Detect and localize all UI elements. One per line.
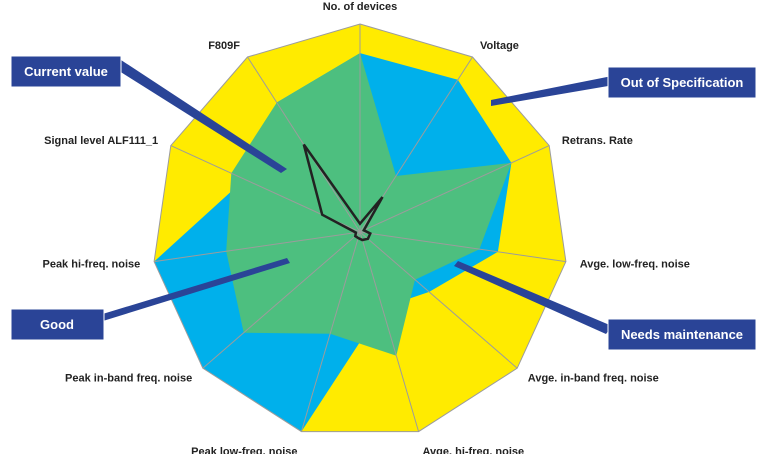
- callout-good: Good: [10, 258, 290, 341]
- grid-spoke-avge-low-freq-noise: [359, 231, 566, 263]
- series-current-value-line: [302, 143, 384, 242]
- axis-labels: No. of devices Voltage Retrans. Rate Avge. …: [42, 1, 689, 454]
- axis-label-peak-in-band-freq-noise: Peak in-band freq. noise: [65, 372, 192, 384]
- axis-label-peak-low-freq-noise: Peak low-freq. noise: [191, 446, 297, 454]
- grid-spoke-peak-low-freq-noise: [300, 231, 361, 432]
- callout-needs-maintenance-arrow: [454, 261, 612, 334]
- axis-label-voltage: Voltage: [480, 40, 519, 52]
- callout-needs-maintenance: Needs maintenance: [454, 261, 757, 351]
- axis-label-avge-hi-freq-noise: Avge. hi-freq. noise: [423, 446, 525, 454]
- zone-good: [226, 53, 512, 356]
- callout-out-of-spec-label: Out of Specification: [621, 75, 744, 90]
- grid-spoke-peak-hi-freq-noise: [154, 231, 361, 263]
- callout-current-value-box: [10, 55, 122, 88]
- grid-spoke-peak-in-band-freq-noise: [202, 231, 361, 369]
- grid-spoke-avge-in-band-freq-noise: [359, 231, 518, 369]
- callout-needs-maintenance-label: Needs maintenance: [621, 327, 743, 342]
- axis-label-peak-hi-freq-noise: Peak hi-freq. noise: [42, 259, 140, 271]
- callout-needs-maintenance-box: [607, 318, 757, 351]
- callout-out-of-spec: Out of Specification: [491, 66, 757, 106]
- axis-label-avge-in-band-freq-noise: Avge. in-band freq. noise: [528, 372, 659, 384]
- axis-label-avge-low-freq-noise: Avge. low-freq. noise: [580, 259, 690, 271]
- grid-spoke-avge-hi-freq-noise: [359, 231, 420, 432]
- axis-label-no-of-devices: No. of devices: [323, 1, 398, 13]
- grid-outer-ring: [153, 23, 567, 433]
- callout-good-label: Good: [40, 317, 74, 332]
- callout-out-of-spec-box: [607, 66, 757, 99]
- current-value-layer: [302, 143, 384, 242]
- callout-current-value: Current value: [10, 55, 287, 173]
- callout-current-value-arrow: [108, 58, 287, 173]
- axis-label-f809f: F809F: [208, 40, 240, 52]
- callout-good-arrow: [90, 258, 290, 325]
- axis-label-retrans-rate: Retrans. Rate: [562, 135, 633, 147]
- grid-spoke-retrans-rate: [359, 145, 550, 233]
- callout-out-of-spec-arrow: [491, 76, 614, 106]
- callout-current-value-label: Current value: [24, 64, 108, 79]
- callout-good-box: [10, 308, 105, 341]
- axis-label-signal-level-alf111-1: Signal level ALF111_1: [44, 135, 158, 147]
